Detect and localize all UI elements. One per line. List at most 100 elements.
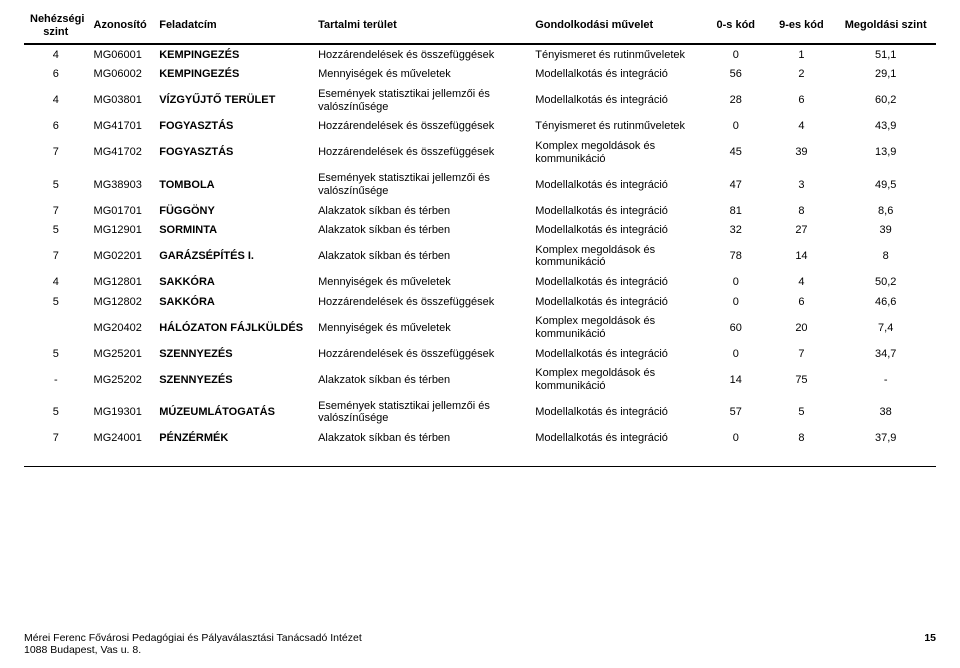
cell-c9: 4	[768, 273, 836, 293]
cell-level: 6	[24, 117, 88, 137]
cell-id: MG06001	[88, 44, 154, 65]
col-id: Azonosító	[88, 10, 154, 44]
table-row: 7MG01701FÜGGÖNYAlakzatok síkban és térbe…	[24, 201, 936, 221]
cell-op: Komplex megoldások és kommunikáció	[529, 312, 704, 344]
table-row: 5MG12802SAKKÓRAHozzárendelések és összef…	[24, 292, 936, 312]
cell-area: Alakzatok síkban és térben	[312, 201, 529, 221]
cell-op: Modellalkotás és integráció	[529, 65, 704, 85]
cell-title: SAKKÓRA	[153, 292, 312, 312]
cell-c9: 1	[768, 44, 836, 65]
cell-title: FÜGGÖNY	[153, 201, 312, 221]
cell-area: Események statisztikai jellemzői és való…	[312, 396, 529, 428]
cell-op: Modellalkotás és integráció	[529, 396, 704, 428]
cell-c9: 75	[768, 364, 836, 396]
table-header-row: Nehézségi szint Azonosító Feladatcím Tar…	[24, 10, 936, 44]
table-row: 5MG25201SZENNYEZÉSHozzárendelések és öss…	[24, 344, 936, 364]
cell-c0: 45	[704, 136, 768, 168]
cell-title: MÚZEUMLÁTOGATÁS	[153, 396, 312, 428]
cell-solve: 43,9	[835, 117, 936, 137]
cell-id: MG25202	[88, 364, 154, 396]
col-op: Gondolkodási művelet	[529, 10, 704, 44]
page-footer: Mérei Ferenc Fővárosi Pedagógiai és Pály…	[24, 632, 936, 656]
table-row: 4MG12801SAKKÓRAMennyiségek és műveletekM…	[24, 273, 936, 293]
cell-level: 5	[24, 169, 88, 201]
cell-solve: 7,4	[835, 312, 936, 344]
cell-op: Modellalkotás és integráció	[529, 85, 704, 117]
cell-title: FOGYASZTÁS	[153, 117, 312, 137]
cell-level: 7	[24, 240, 88, 272]
cell-area: Alakzatok síkban és térben	[312, 428, 529, 448]
table-row: 7MG24001PÉNZÉRMÉKAlakzatok síkban és tér…	[24, 428, 936, 448]
cell-c9: 27	[768, 221, 836, 241]
cell-c9: 3	[768, 169, 836, 201]
cell-area: Események statisztikai jellemzői és való…	[312, 169, 529, 201]
cell-c9: 39	[768, 136, 836, 168]
cell-level: 5	[24, 344, 88, 364]
cell-title: SZENNYEZÉS	[153, 364, 312, 396]
cell-id: MG24001	[88, 428, 154, 448]
footer-institute: Mérei Ferenc Fővárosi Pedagógiai és Pály…	[24, 632, 362, 644]
table-row: 5MG19301MÚZEUMLÁTOGATÁSEsemények statisz…	[24, 396, 936, 428]
cell-op: Komplex megoldások és kommunikáció	[529, 136, 704, 168]
cell-c9: 8	[768, 428, 836, 448]
cell-c0: 32	[704, 221, 768, 241]
cell-solve: 34,7	[835, 344, 936, 364]
cell-c0: 81	[704, 201, 768, 221]
cell-level: 4	[24, 85, 88, 117]
cell-level: 7	[24, 428, 88, 448]
cell-area: Hozzárendelések és összefüggések	[312, 136, 529, 168]
cell-c0: 0	[704, 117, 768, 137]
cell-id: MG12901	[88, 221, 154, 241]
cell-op: Modellalkotás és integráció	[529, 169, 704, 201]
table-row: 7MG02201GARÁZSÉPÍTÉS I.Alakzatok síkban …	[24, 240, 936, 272]
cell-c9: 20	[768, 312, 836, 344]
cell-solve: 50,2	[835, 273, 936, 293]
cell-op: Tényismeret és rutinműveletek	[529, 44, 704, 65]
cell-id: MG01701	[88, 201, 154, 221]
cell-level	[24, 312, 88, 344]
cell-area: Mennyiségek és műveletek	[312, 312, 529, 344]
col-title: Feladatcím	[153, 10, 312, 44]
col-c9: 9-es kód	[768, 10, 836, 44]
cell-level: 5	[24, 221, 88, 241]
table-row: 4MG06001KEMPINGEZÉSHozzárendelések és ös…	[24, 44, 936, 65]
cell-c9: 8	[768, 201, 836, 221]
cell-area: Hozzárendelések és összefüggések	[312, 44, 529, 65]
col-area: Tartalmi terület	[312, 10, 529, 44]
cell-area: Mennyiségek és műveletek	[312, 273, 529, 293]
cell-area: Mennyiségek és műveletek	[312, 65, 529, 85]
cell-id: MG03801	[88, 85, 154, 117]
cell-op: Modellalkotás és integráció	[529, 273, 704, 293]
cell-solve: 39	[835, 221, 936, 241]
cell-op: Modellalkotás és integráció	[529, 428, 704, 448]
table-row: 5MG38903TOMBOLAEsemények statisztikai je…	[24, 169, 936, 201]
task-table: Nehézségi szint Azonosító Feladatcím Tar…	[24, 10, 936, 448]
table-row: 7MG41702FOGYASZTÁSHozzárendelések és öss…	[24, 136, 936, 168]
cell-op: Tényismeret és rutinműveletek	[529, 117, 704, 137]
cell-title: SZENNYEZÉS	[153, 344, 312, 364]
cell-c0: 0	[704, 44, 768, 65]
cell-area: Alakzatok síkban és térben	[312, 240, 529, 272]
cell-solve: 8	[835, 240, 936, 272]
cell-solve: 37,9	[835, 428, 936, 448]
cell-title: HÁLÓZATON FÁJLKÜLDÉS	[153, 312, 312, 344]
table-row: -MG25202SZENNYEZÉSAlakzatok síkban és té…	[24, 364, 936, 396]
cell-area: Események statisztikai jellemzői és való…	[312, 85, 529, 117]
cell-id: MG20402	[88, 312, 154, 344]
cell-c0: 0	[704, 292, 768, 312]
table-row: 4MG03801VÍZGYŰJTŐ TERÜLETEsemények stati…	[24, 85, 936, 117]
cell-id: MG06002	[88, 65, 154, 85]
cell-solve: 8,6	[835, 201, 936, 221]
cell-level: 4	[24, 273, 88, 293]
cell-c9: 6	[768, 85, 836, 117]
cell-level: 5	[24, 396, 88, 428]
cell-level: 5	[24, 292, 88, 312]
page-number: 15	[924, 632, 936, 644]
cell-id: MG41702	[88, 136, 154, 168]
cell-c0: 0	[704, 273, 768, 293]
cell-c9: 5	[768, 396, 836, 428]
cell-area: Hozzárendelések és összefüggések	[312, 344, 529, 364]
cell-title: KEMPINGEZÉS	[153, 65, 312, 85]
cell-c9: 2	[768, 65, 836, 85]
cell-solve: 13,9	[835, 136, 936, 168]
